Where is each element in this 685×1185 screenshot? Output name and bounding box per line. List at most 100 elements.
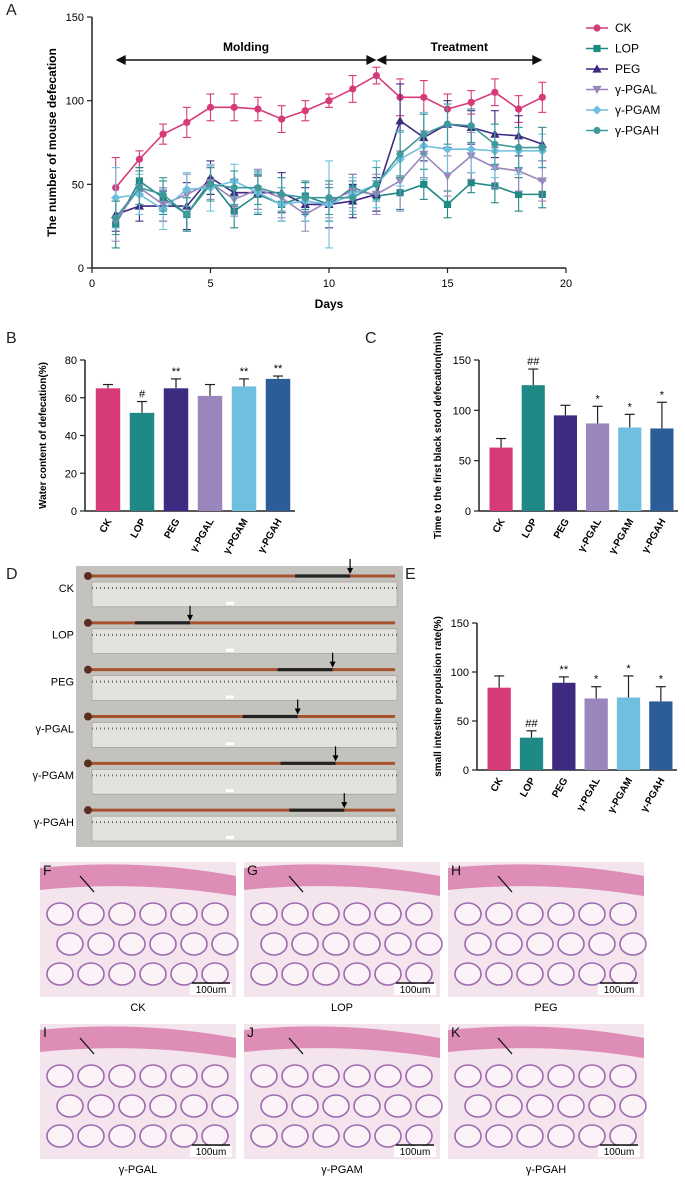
legend-label: γ-PGAH bbox=[615, 124, 659, 138]
scale-label-bg bbox=[598, 1146, 640, 1157]
crypt bbox=[250, 902, 278, 926]
histology-caption: CK bbox=[130, 1002, 146, 1014]
crypt bbox=[405, 962, 433, 986]
data-point bbox=[372, 71, 380, 80]
bar-3 bbox=[586, 423, 610, 511]
row-label: γ-PGAL bbox=[35, 723, 74, 735]
crypt bbox=[291, 1094, 319, 1118]
crypt bbox=[485, 1124, 513, 1148]
crypt bbox=[77, 962, 105, 986]
crypt bbox=[118, 1094, 146, 1118]
significance-mark: ## bbox=[527, 356, 540, 368]
y-tick-label: 100 bbox=[66, 96, 84, 108]
marker-arrow-head bbox=[332, 755, 339, 762]
thickness-arrow bbox=[288, 1037, 304, 1055]
panel-letter: K bbox=[451, 1024, 461, 1040]
significance-mark: # bbox=[139, 389, 146, 401]
significance-mark: ** bbox=[172, 366, 181, 378]
crypt bbox=[260, 1094, 288, 1118]
significance-mark: * bbox=[595, 393, 600, 405]
series-0 bbox=[111, 66, 547, 219]
significance-mark: * bbox=[628, 401, 633, 413]
data-point bbox=[372, 180, 380, 188]
crypt bbox=[149, 932, 177, 956]
row-label: CK bbox=[59, 583, 75, 595]
crypt bbox=[108, 1124, 136, 1148]
crypt bbox=[77, 902, 105, 926]
ruler bbox=[91, 815, 398, 842]
crypt bbox=[291, 932, 319, 956]
category-label: γ-PGAH bbox=[256, 517, 284, 555]
y-tick-label: 0 bbox=[465, 506, 471, 518]
row-label: γ-PGAH bbox=[34, 817, 74, 829]
ruler-mark bbox=[226, 836, 234, 839]
crypt bbox=[609, 1124, 637, 1148]
series-4 bbox=[111, 111, 547, 249]
category-label: γ-PGAL bbox=[576, 517, 604, 554]
panel-letter-b: B bbox=[6, 330, 17, 347]
data-point bbox=[491, 88, 499, 96]
crypt bbox=[170, 1064, 198, 1088]
x-tick-label: 20 bbox=[560, 278, 572, 290]
crypt bbox=[415, 1094, 443, 1118]
significance-mark: ## bbox=[525, 718, 538, 730]
legend-label: PEG bbox=[615, 62, 640, 76]
crypt bbox=[609, 962, 637, 986]
crypt bbox=[374, 902, 402, 926]
data-point bbox=[278, 190, 286, 198]
legend-marker bbox=[592, 85, 602, 95]
crypt bbox=[108, 1064, 136, 1088]
crypt bbox=[405, 1124, 433, 1148]
data-point bbox=[467, 179, 475, 187]
data-point bbox=[538, 143, 546, 152]
data-point bbox=[420, 180, 428, 188]
bar-5 bbox=[649, 701, 673, 770]
crypt bbox=[547, 902, 575, 926]
thickness-arrow bbox=[497, 1037, 513, 1055]
category-label: γ-PGAH bbox=[640, 517, 668, 555]
crypt bbox=[609, 902, 637, 926]
crypt bbox=[281, 1124, 309, 1148]
crypt bbox=[312, 902, 340, 926]
data-point bbox=[135, 155, 143, 163]
crypt bbox=[139, 1124, 167, 1148]
phase-arrow-head-left bbox=[115, 55, 126, 65]
crypt bbox=[547, 962, 575, 986]
marker-arrow-head bbox=[347, 568, 354, 574]
legend-marker bbox=[592, 105, 602, 115]
legend-label: γ-PGAL bbox=[615, 83, 657, 97]
muscle-layer bbox=[40, 864, 236, 896]
data-point bbox=[443, 120, 452, 128]
bar-0 bbox=[489, 447, 513, 511]
bar-5 bbox=[265, 378, 291, 511]
data-point bbox=[491, 140, 499, 148]
tissue-background bbox=[244, 1024, 440, 1159]
x-tick-label: 5 bbox=[207, 278, 213, 290]
crypt bbox=[108, 962, 136, 986]
data-point bbox=[420, 130, 428, 138]
bar-0 bbox=[487, 687, 511, 770]
crypt bbox=[495, 1094, 523, 1118]
crypt bbox=[281, 902, 309, 926]
legend-label: γ-PGAM bbox=[615, 103, 660, 117]
crypt bbox=[547, 1064, 575, 1088]
significance-mark: ** bbox=[240, 366, 249, 378]
crypt bbox=[374, 1064, 402, 1088]
category-label: CK bbox=[489, 775, 506, 794]
data-point bbox=[325, 97, 333, 105]
data-point bbox=[515, 143, 523, 152]
histology-caption: γ-PGAH bbox=[526, 1164, 566, 1176]
x-tick-label: 10 bbox=[323, 278, 335, 290]
crypt bbox=[485, 1064, 513, 1088]
crypt bbox=[384, 1094, 412, 1118]
data-point bbox=[111, 193, 121, 203]
data-point bbox=[112, 214, 120, 222]
scale-label: 100um bbox=[196, 1147, 227, 1158]
crypt bbox=[343, 1124, 371, 1148]
crypt bbox=[87, 932, 115, 956]
ruler bbox=[91, 722, 398, 748]
data-point bbox=[182, 184, 192, 194]
data-point bbox=[183, 210, 191, 219]
crypt bbox=[180, 932, 208, 956]
category-label: PEG bbox=[550, 776, 570, 800]
